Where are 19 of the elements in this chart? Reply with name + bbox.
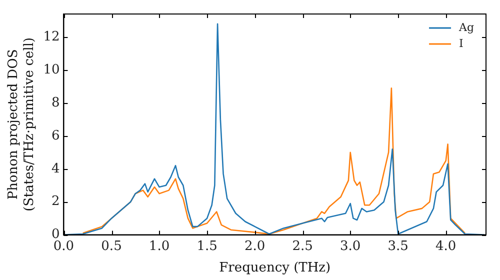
x-tick-label: 3.0 [340, 238, 361, 254]
legend-label: I [459, 36, 464, 50]
y-tick-label: 10 [43, 62, 60, 78]
x-tick-label: 0.0 [53, 238, 74, 254]
y-tick-label: 8 [51, 95, 60, 110]
x-tick-label: 0.5 [101, 238, 122, 254]
x-tick-label: 4.0 [436, 238, 456, 254]
y-tick-label: 12 [43, 29, 60, 44]
x-tick-label: 2.0 [244, 238, 266, 254]
y-axis-title: Phonon projected DOS (States/THz·primitive cell) [6, 37, 37, 212]
x-axis-title: Frequency (THz) [219, 260, 331, 276]
y-tick-label: 6 [51, 128, 60, 144]
y-tick-label: 4 [51, 161, 60, 176]
x-tick-label: 3.5 [388, 238, 408, 254]
y-tick-label: 2 [51, 194, 60, 210]
x-tick-label: 1.0 [148, 238, 170, 254]
x-tick-label: 2.5 [292, 238, 313, 254]
x-tick-label: 1.5 [196, 238, 218, 254]
legend-label: Ag [458, 20, 474, 34]
